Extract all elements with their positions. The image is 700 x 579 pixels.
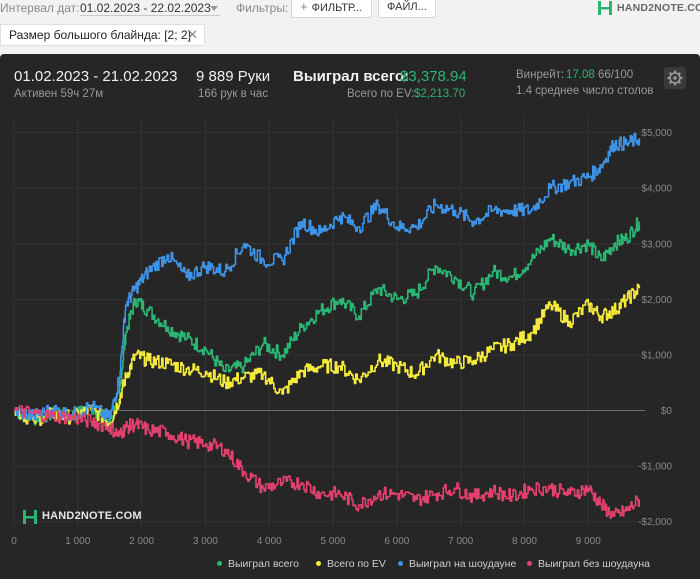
legend-dot-icon bbox=[527, 560, 532, 566]
legend-item[interactable]: Выиграл на шоудауне bbox=[398, 558, 516, 570]
y-tick-label: $3,000 bbox=[641, 239, 672, 250]
files-button[interactable]: ФАЙЛ... bbox=[378, 0, 436, 18]
y-tick-label: $2,000 bbox=[641, 295, 672, 306]
legend-item[interactable]: Выиграл без шоудауна bbox=[527, 558, 650, 570]
ev-total-label: Всего по EV: bbox=[347, 88, 415, 100]
date-range-value: 01.02.2023 - 22.02.2023 bbox=[80, 1, 211, 15]
x-tick-label: 0 bbox=[11, 536, 17, 547]
chevron-down-icon bbox=[210, 6, 218, 11]
top-toolbar: Интервал дат: 01.02.2023 - 22.02.2023 Фи… bbox=[0, 0, 700, 20]
x-tick-label: 9 000 bbox=[576, 536, 601, 547]
won-total-label: Выиграл всего: bbox=[293, 68, 410, 85]
x-tick-label: 3 000 bbox=[193, 536, 218, 547]
plus-icon: + bbox=[300, 0, 308, 14]
stats-panel: 0 1 000 2 000 3 000 4 000 5 000 6 000 7 000 8 00… bbox=[0, 54, 700, 579]
profit-chart: 0 1 000 2 000 3 000 4 000 5 000 6 000 7 000 8 00… bbox=[11, 116, 672, 547]
filter-button[interactable]: + ФИЛЬТР... bbox=[291, 0, 372, 18]
watermark-text: HAND2NOTE.COM bbox=[42, 510, 142, 522]
logo-text: HAND2NOTE.COM bbox=[617, 2, 700, 14]
series-line-2 bbox=[14, 132, 641, 422]
hand2note-logo-icon bbox=[23, 510, 37, 524]
series-line-3 bbox=[14, 405, 641, 519]
chart-series bbox=[14, 132, 641, 519]
filter-button-label: ФИЛЬТР... bbox=[311, 2, 363, 14]
chart-legend: Выиграл всего Всего по EV Выиграл на шоуда… bbox=[0, 558, 700, 574]
x-tick-label: 6 000 bbox=[384, 536, 409, 547]
series-line-1 bbox=[14, 283, 641, 427]
avg-tables: 1.4 среднее число столов bbox=[516, 85, 654, 97]
filter-chip-label: Размер большого блайнда: [2; 2] bbox=[9, 28, 191, 42]
y-tick-label: $1,000 bbox=[641, 350, 672, 361]
date-range-select[interactable]: 01.02.2023 - 22.02.2023 bbox=[80, 0, 220, 16]
winrate-value: 17.08 bbox=[566, 69, 595, 81]
logo: HAND2NOTE.COM bbox=[597, 0, 700, 18]
y-tick-label: $4,000 bbox=[641, 184, 672, 195]
hands-per-hour: 166 рук в час bbox=[198, 88, 269, 100]
period-value: 01.02.2023 - 21.02.2023 bbox=[14, 68, 178, 85]
series-line-0 bbox=[14, 217, 641, 426]
legend-dot-icon bbox=[316, 560, 321, 566]
y-axis-ticks: -$2,000 -$1,000 $0 $1,000 $2,000 $3,000 $4,000… bbox=[638, 128, 672, 528]
legend-label: Всего по EV bbox=[327, 558, 386, 570]
files-button-label: ФАЙЛ... bbox=[387, 1, 427, 13]
hand2note-logo-icon bbox=[598, 1, 612, 15]
close-icon[interactable]: ✕ bbox=[187, 27, 198, 42]
winrate-label: Винрейт: bbox=[516, 69, 565, 81]
x-axis-ticks: 0 1 000 2 000 3 000 4 000 5 000 6 000 7 000 8 00… bbox=[11, 536, 601, 547]
x-tick-label: 7 000 bbox=[448, 536, 473, 547]
legend-label: Выиграл всего bbox=[228, 558, 299, 570]
chart-watermark: HAND2NOTE.COM bbox=[22, 507, 142, 527]
x-tick-label: 1 000 bbox=[65, 536, 90, 547]
legend-item[interactable]: Выиграл всего bbox=[217, 558, 299, 570]
x-tick-label: 4 000 bbox=[257, 536, 282, 547]
y-tick-label: -$2,000 bbox=[638, 517, 672, 528]
legend-label: Выиграл на шоудауне bbox=[409, 558, 517, 570]
legend-label: Выиграл без шоудауна bbox=[538, 558, 650, 570]
active-time: Активен 59ч 27м bbox=[14, 88, 104, 100]
legend-dot-icon bbox=[398, 560, 403, 566]
chart-grid bbox=[13, 116, 645, 530]
hands-count: 9 889 Руки bbox=[196, 68, 271, 85]
ev-total-value: $2,213.70 bbox=[414, 88, 466, 100]
settings-button[interactable] bbox=[664, 67, 686, 89]
legend-item[interactable]: Всего по EV bbox=[316, 558, 386, 570]
y-tick-label: -$1,000 bbox=[638, 462, 672, 473]
y-tick-label: $5,000 bbox=[641, 128, 672, 139]
filter-chip[interactable]: Размер большого блайнда: [2; 2] ✕ bbox=[0, 24, 205, 46]
x-tick-label: 8 000 bbox=[512, 536, 537, 547]
won-total-value: $3,378.94 bbox=[400, 68, 467, 85]
legend-dot-icon bbox=[217, 560, 222, 566]
y-tick-label: $0 bbox=[661, 406, 673, 417]
gear-icon bbox=[667, 70, 683, 86]
filters-label: Фильтры: bbox=[236, 1, 289, 15]
x-tick-label: 5 000 bbox=[321, 536, 346, 547]
x-tick-label: 2 000 bbox=[129, 536, 154, 547]
date-range-label: Интервал дат: bbox=[0, 1, 80, 15]
winrate-unit: 66/100 bbox=[598, 69, 634, 81]
